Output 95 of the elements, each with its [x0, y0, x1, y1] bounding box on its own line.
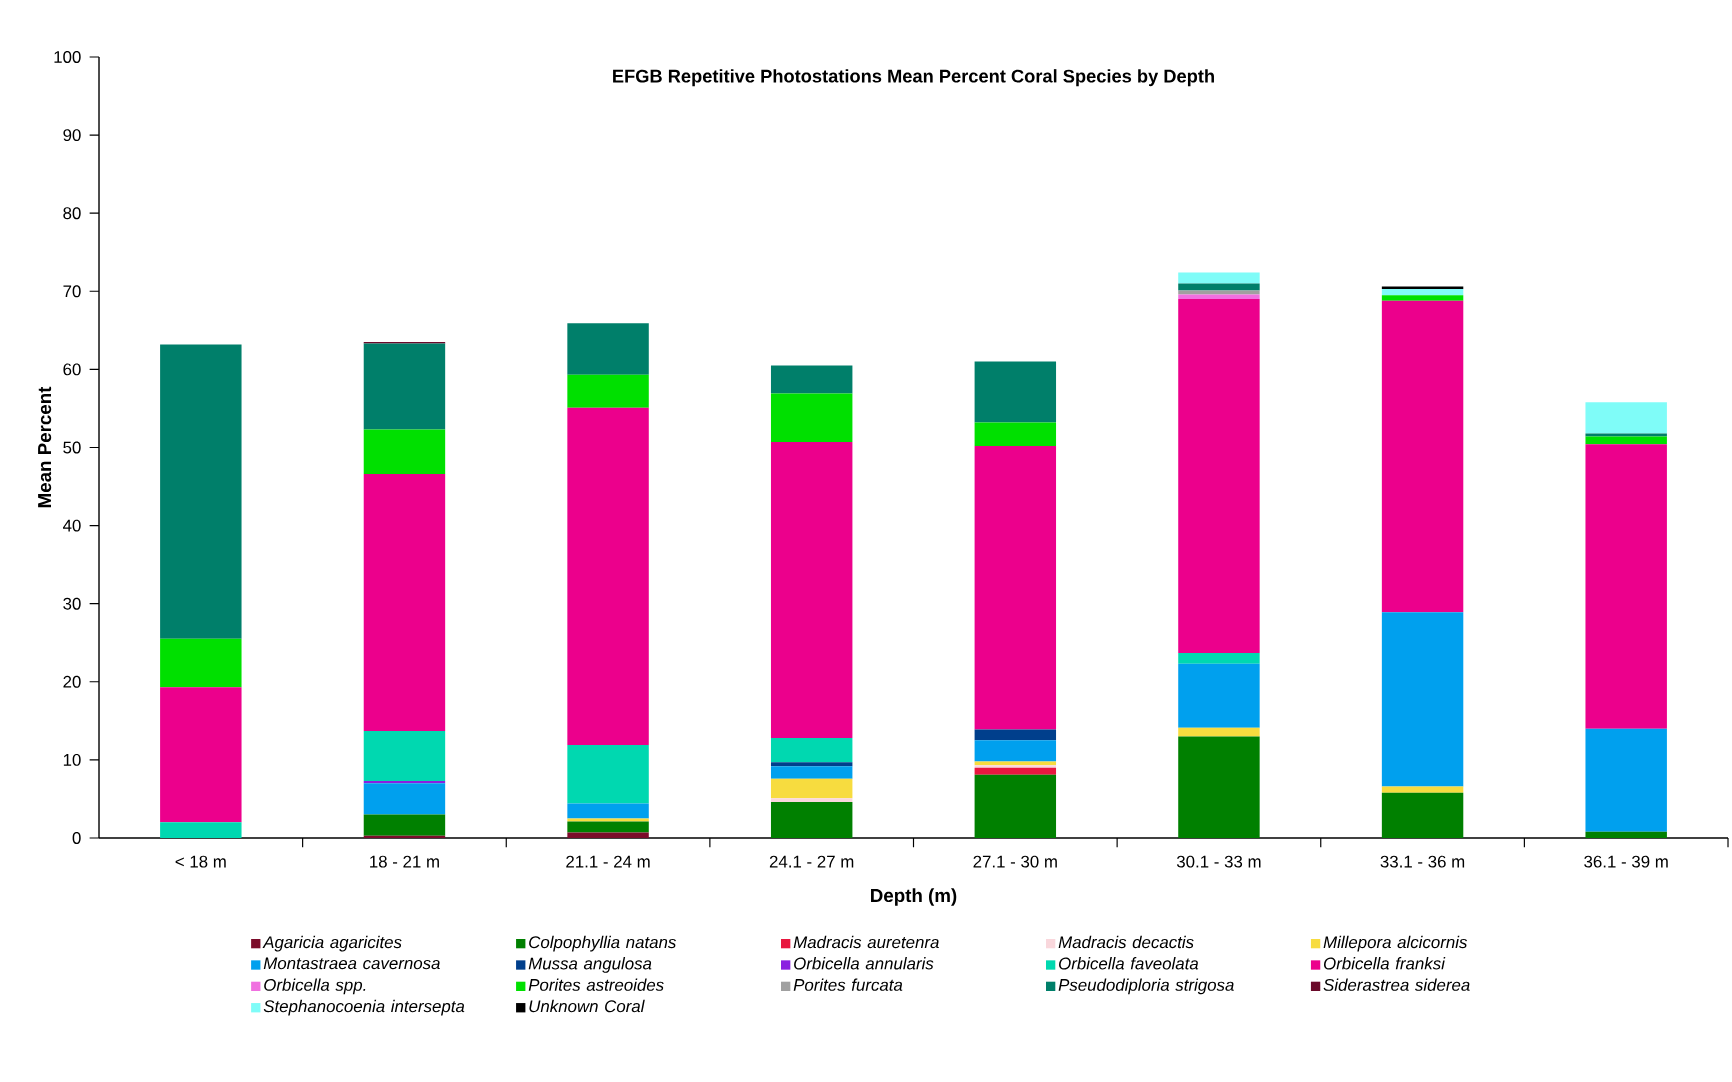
y-tick-label: 20: [63, 675, 81, 688]
bar: [770, 365, 853, 394]
bar: [567, 374, 649, 408]
legend-label: Orbicella faveolata: [1059, 957, 1199, 970]
legend-label: Porites furcata: [793, 978, 903, 991]
legend-label: Siderastrea siderea: [1323, 978, 1470, 991]
legend-label: Stephanocoenia intersepta: [263, 999, 465, 1016]
x-tick-label: 30.1 - 33 m: [1176, 855, 1261, 868]
bar: [567, 803, 649, 819]
bar: [1381, 295, 1464, 301]
bar: [974, 445, 1057, 730]
bar: [567, 323, 649, 375]
y-tick-label: 0: [72, 832, 81, 844]
legend-label: Orbicella annularis: [794, 957, 934, 970]
y-tick-label: 60: [63, 363, 81, 376]
bar: [1585, 444, 1667, 729]
bar: [1178, 727, 1260, 737]
text: EFGB Repetitive Photostations Mean Percent Coral Species by Depth: [613, 69, 1214, 87]
x-tick-label: 36.1 - 39 m: [1584, 855, 1668, 868]
bar: [363, 730, 446, 781]
bar: [363, 343, 446, 430]
bar: [567, 832, 649, 838]
bar: [974, 361, 1057, 423]
legend-label: Pseudodiploria strigosa: [1058, 978, 1234, 995]
bar: [1585, 728, 1667, 832]
legend-label: Agaricia agaricites: [262, 935, 402, 952]
y-tick-label: 50: [63, 441, 81, 454]
bar: [1178, 283, 1260, 291]
y-axis-title: Mean Percent: [38, 386, 52, 508]
bar: [1178, 294, 1260, 300]
bar: [1381, 612, 1464, 787]
bar: [770, 766, 853, 779]
bar: [1585, 433, 1667, 437]
bar: [1585, 831, 1667, 838]
bar: [1178, 272, 1260, 284]
y-tick-label: 90: [63, 129, 81, 142]
x-tick-label: 18 - 21 m: [370, 855, 439, 868]
bar: [770, 738, 853, 763]
x-tick-label: 24.1 - 27 m: [769, 855, 854, 868]
x-tick-label: < 18 m: [175, 855, 226, 868]
bar: [770, 778, 853, 799]
bar: [363, 429, 446, 475]
legend-label: Madracis decactis: [1058, 935, 1194, 949]
legend-label: Madracis auretenra: [793, 935, 939, 949]
y-tick-label: 40: [63, 519, 81, 532]
legend-label: Montastraea cavernosa: [263, 957, 440, 970]
bar: [974, 422, 1057, 446]
legend-label: Porites astreoides: [528, 978, 664, 991]
bar: [160, 638, 242, 688]
bar: [1178, 736, 1260, 838]
bar: [160, 822, 242, 838]
y-tick-label: 70: [63, 285, 81, 298]
bar: [1381, 792, 1464, 838]
x-tick-label: 21.1 - 24 m: [566, 855, 650, 868]
x-tick-label: 33.1 - 36 m: [1380, 855, 1465, 868]
bar: [1381, 786, 1464, 793]
y-tick-label: 100: [54, 51, 81, 63]
bar: [770, 762, 853, 767]
bar: [567, 818, 649, 822]
legend-label: Orbicella spp.: [264, 978, 366, 995]
y-tick-label: 10: [63, 753, 81, 766]
bar: [567, 745, 649, 804]
bar: [1178, 299, 1260, 653]
bar: [1585, 402, 1667, 434]
bar: [160, 687, 242, 823]
bar: [363, 783, 446, 815]
bar: [974, 774, 1057, 838]
x-tick-label: 27.1 - 30 m: [973, 855, 1057, 868]
x-axis-title: Depth (m): [871, 888, 957, 906]
bar: [974, 740, 1057, 762]
bar: [363, 474, 446, 731]
bar: [770, 798, 853, 803]
bar: [770, 393, 853, 443]
bar: [567, 821, 649, 833]
bar: [770, 802, 853, 838]
bar: [160, 344, 242, 639]
bar: [1178, 652, 1260, 664]
y-tick-label: 80: [63, 207, 81, 220]
bar: [974, 767, 1057, 775]
bar: [363, 814, 446, 836]
legend-label: Colpophyllia natans: [529, 935, 676, 952]
y-tick-label: 30: [63, 597, 81, 610]
bar: [1178, 663, 1260, 728]
legend-label: Unknown Coral: [529, 999, 645, 1013]
legend-label: Mussa angulosa: [528, 957, 652, 973]
bar: [974, 761, 1057, 766]
bar: [974, 729, 1057, 741]
bar: [770, 442, 853, 739]
bar: [1381, 288, 1464, 296]
bar: [974, 765, 1057, 768]
bar: [567, 407, 649, 746]
legend-label: Millepora alcicornis: [1323, 935, 1468, 952]
legend-label: Orbicella franksi: [1323, 957, 1446, 970]
bar: [1381, 300, 1464, 613]
bar: [1585, 436, 1667, 445]
